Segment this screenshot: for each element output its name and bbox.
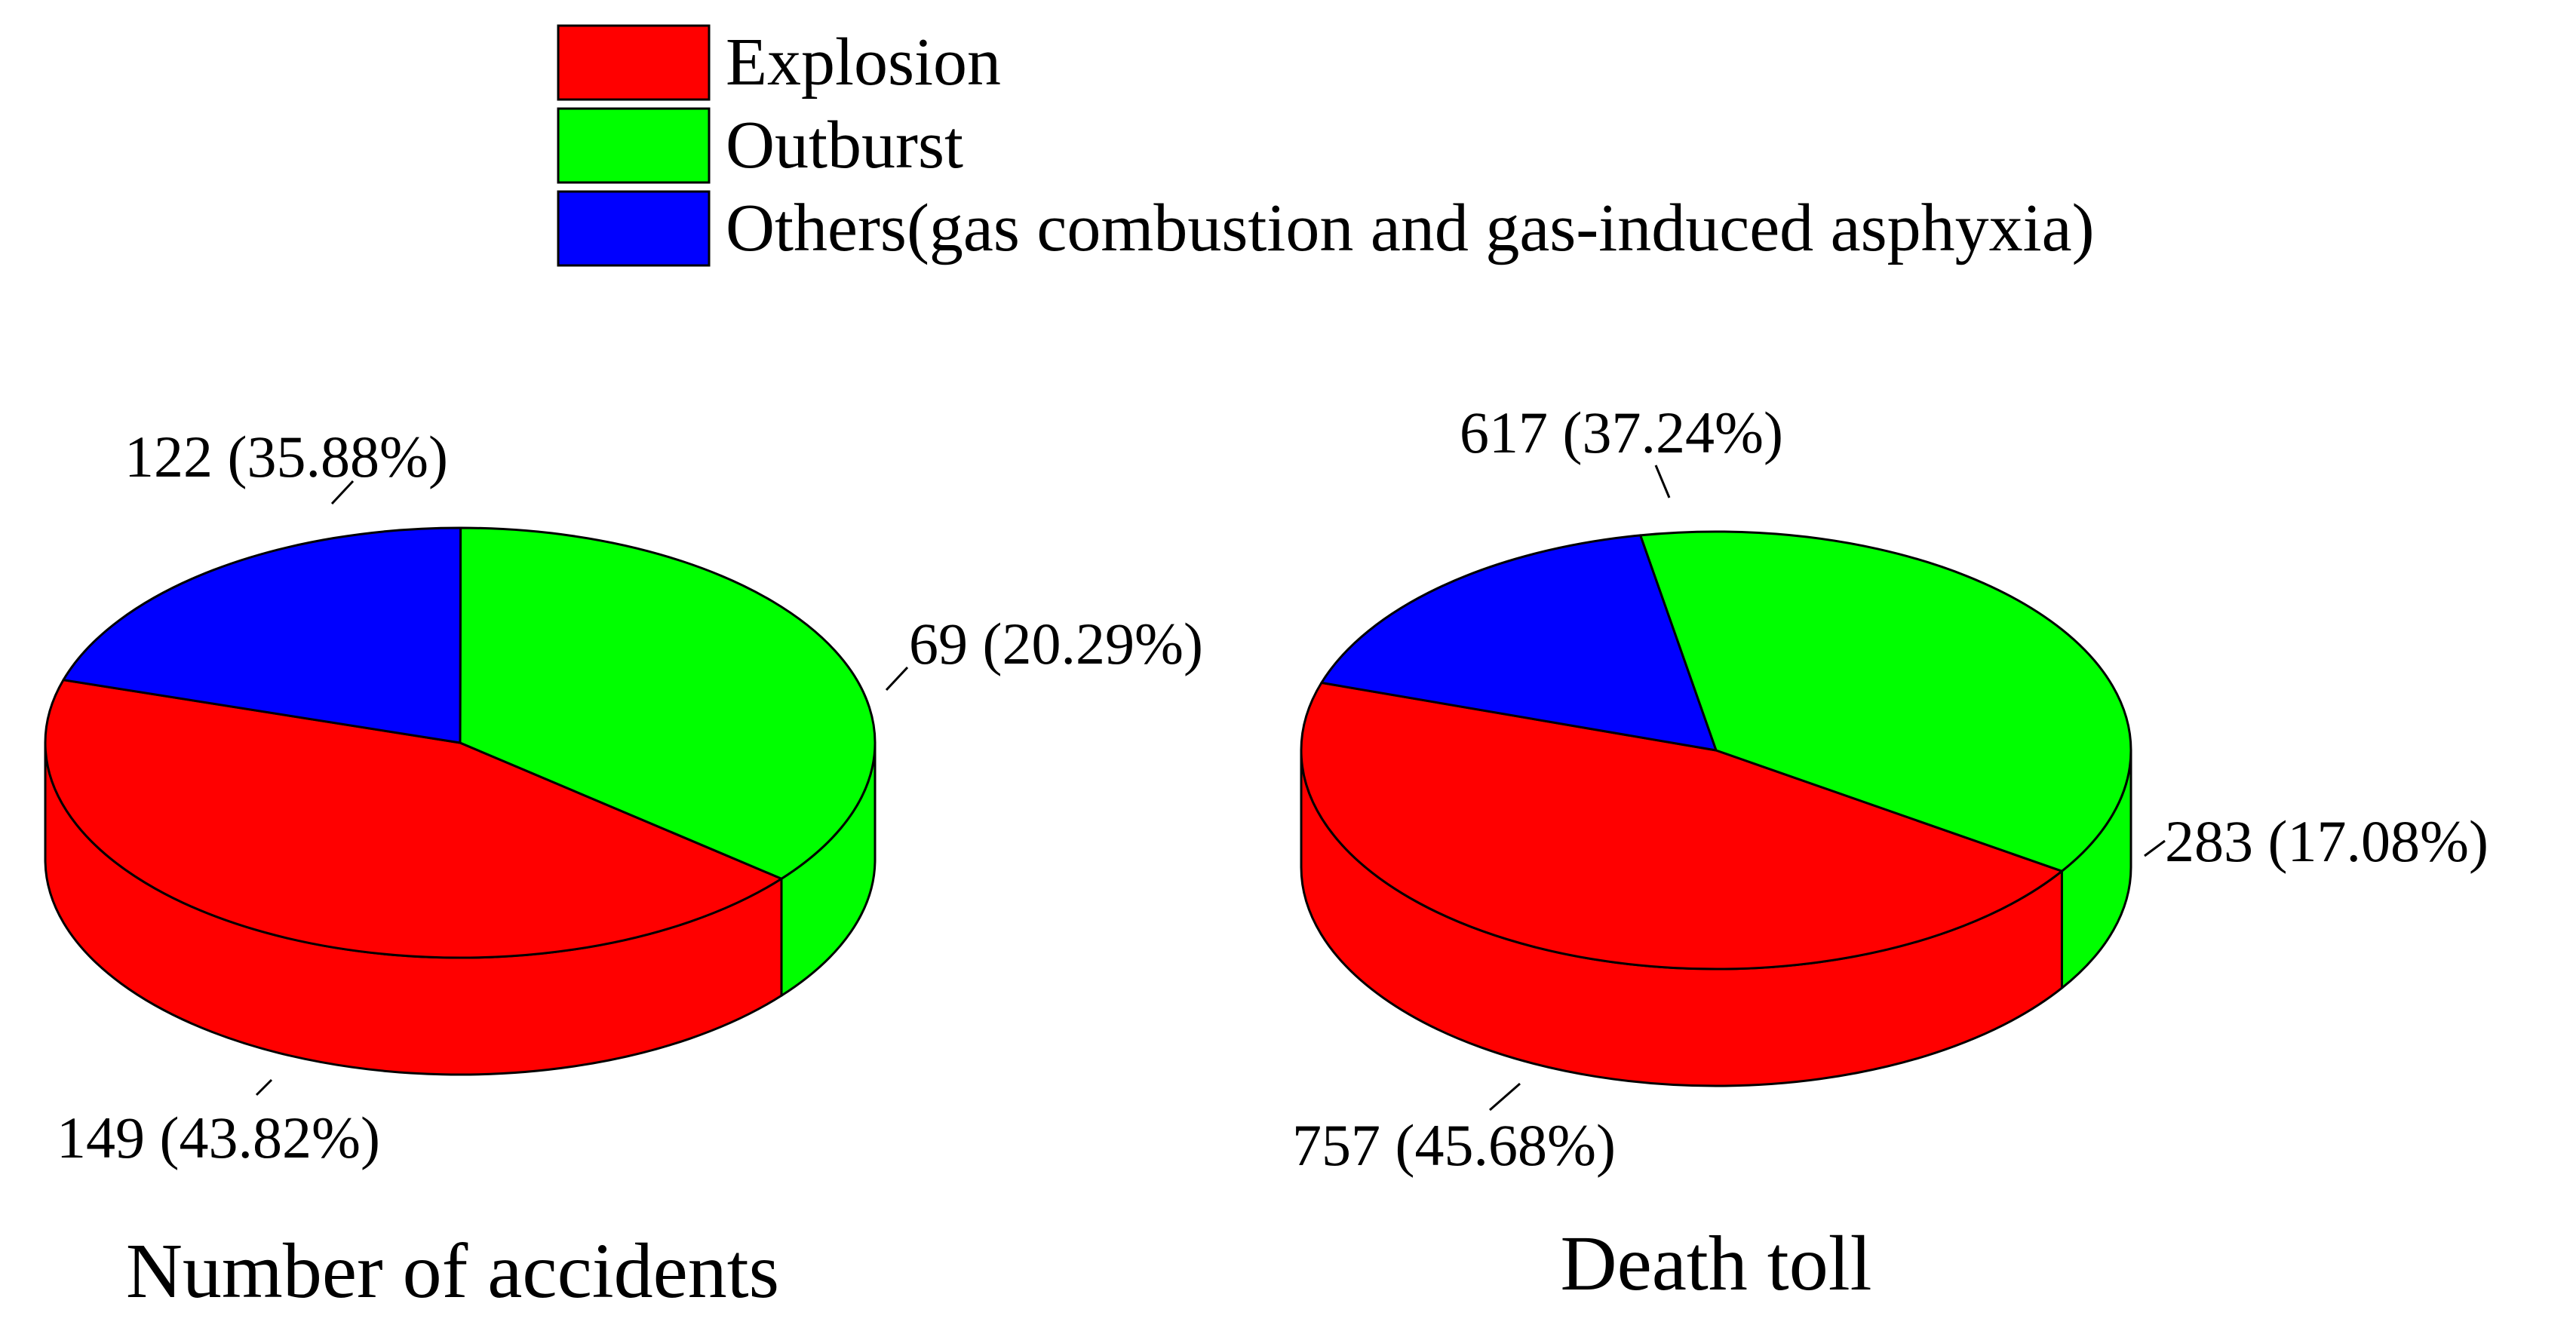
data-label: 149 (43.82%)	[57, 1105, 380, 1170]
data-label: 757 (45.68%)	[1292, 1112, 1616, 1178]
leader-line	[885, 666, 909, 692]
leader-line	[255, 1078, 273, 1096]
pie-slice	[1320, 534, 1718, 752]
legend-swatch	[557, 107, 711, 184]
data-label: 122 (35.88%)	[124, 424, 448, 489]
pie-slice	[1300, 681, 2063, 971]
data-label: 617 (37.24%)	[1460, 400, 1783, 465]
data-label: 283 (17.08%)	[2165, 808, 2488, 874]
legend-swatch	[557, 24, 711, 101]
data-label: 69 (20.29%)	[909, 611, 1203, 676]
legend-swatch	[557, 190, 711, 267]
legend-label: Outburst	[726, 108, 963, 182]
legend-label: Explosion	[726, 25, 1001, 100]
chart-title: Death toll	[1560, 1220, 1871, 1307]
chart-title: Number of accidents	[126, 1228, 779, 1314]
pie-slice	[44, 679, 783, 959]
pie-slice	[459, 526, 877, 880]
leader-line	[330, 480, 355, 505]
pie-slice	[1639, 530, 2132, 872]
pie-chart-accidents: 149 (43.82%) 122 (35.88%) 69 (20.29%) Numbe…	[44, 424, 1203, 1314]
legend: Explosion Outburst Others(gas combustion a…	[557, 24, 2095, 267]
leader-line	[1489, 1082, 1521, 1112]
legend-label: Others(gas combustion and gas-induced as…	[726, 191, 2095, 265]
leader-line	[2144, 839, 2166, 857]
leader-line	[1654, 465, 1671, 498]
pie-chart-death-toll: 757 (45.68%) 617 (37.24%) 283 (17.08%) Deat…	[1292, 400, 2488, 1307]
pie-slice	[62, 526, 462, 744]
